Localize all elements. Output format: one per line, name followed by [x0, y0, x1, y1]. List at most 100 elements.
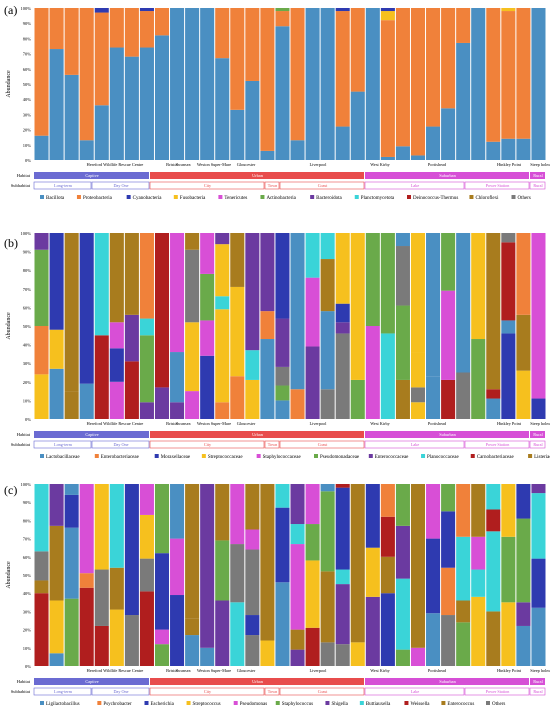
site-label: Steep holm [530, 162, 550, 167]
legend-label: Buttiauxella [366, 702, 391, 707]
y-axis-label: Abundance [6, 561, 12, 589]
bar-segment [395, 379, 410, 419]
y-tick-label: 50% [23, 324, 32, 329]
bar-segment [109, 47, 124, 160]
y-tick-label: 90% [23, 21, 32, 26]
bar-segment [305, 277, 320, 347]
legend-label: Escherichia [151, 702, 175, 707]
bar-segment [531, 233, 546, 399]
bar-segment [34, 374, 49, 419]
bar-segment [215, 600, 230, 666]
subhabitat-band [529, 181, 546, 190]
bar-segment [64, 527, 79, 599]
bar-segment [305, 8, 320, 160]
bar-segment [486, 141, 501, 160]
bar-segment [49, 8, 64, 50]
subhabitat-band [91, 440, 150, 449]
y-tick-label: 10% [23, 646, 32, 651]
bar-segment [290, 484, 305, 525]
subhabitat-band [264, 687, 280, 696]
y-tick-label: 50% [23, 82, 32, 87]
bar-segment [501, 138, 516, 160]
subhabitat-label: Rural [533, 689, 543, 694]
habitat-band [365, 678, 529, 685]
subhabitat-row-label: Subhabitat [11, 183, 31, 188]
bar-segment [109, 484, 124, 568]
bar-segment [395, 8, 410, 147]
legend-swatch [40, 701, 44, 705]
legend-label: Others [492, 702, 505, 707]
subhabitat-band [264, 440, 280, 449]
bar-segment [215, 233, 230, 245]
legend-swatch [94, 454, 99, 458]
bar-segment [305, 346, 320, 419]
y-tick-label: 80% [23, 268, 32, 273]
legend-label: Deinococcus-Thermus [413, 196, 458, 201]
bar-segment [124, 615, 139, 666]
bar-segment [79, 573, 94, 588]
legend-item: Chloroflexi [469, 195, 499, 201]
bar-segment [200, 484, 215, 648]
chart-panel-2: 0% 10% 20% 30% 40% 50% 60% 70% 80% 90% 100% Abundan… [6, 482, 550, 707]
bar-segment [245, 379, 260, 419]
legend-item: Deinococcus-Thermus [407, 195, 458, 201]
bar-segment [441, 233, 456, 291]
bar-segment [441, 511, 456, 568]
site-label: West Kirby [370, 421, 390, 426]
legend-label: Chloroflexi [475, 196, 499, 201]
habitat-band [34, 678, 149, 685]
bar-segment [154, 8, 170, 36]
site-label: Portishead [428, 162, 447, 167]
legend-label: Tenericutes [224, 196, 247, 201]
chart-panel-1: 0% 10% 20% 30% 40% 50% 60% 70% 80% 90% 100% Abundan… [6, 231, 550, 460]
bar-segment [94, 8, 109, 13]
bar-segment [170, 484, 185, 539]
bar-segment [486, 8, 501, 142]
bar-segment [426, 613, 441, 666]
subhabitat-band [464, 440, 530, 449]
bar-segment [34, 551, 49, 581]
legend-swatch [325, 701, 330, 705]
bar-segment [109, 381, 124, 419]
subhabitat-label: Rural [533, 183, 543, 188]
bar-segment [501, 11, 516, 139]
bar-segment [154, 629, 170, 645]
bar-segment [34, 233, 49, 250]
bar-segment [516, 484, 531, 519]
bar-segment [320, 311, 335, 390]
bar-segment [185, 391, 200, 419]
bar-segment [200, 647, 215, 666]
bar-segment [320, 642, 335, 666]
bar-segment [456, 372, 471, 419]
bar-segment [441, 484, 456, 512]
legend-swatch [354, 195, 359, 199]
y-tick-label: 20% [23, 128, 32, 133]
bar-segment [516, 518, 531, 603]
bar-segment [275, 8, 290, 12]
legend-label: Carnobacteriaceae [477, 455, 515, 460]
habitat-band [530, 431, 545, 438]
habitat-label: Rural [533, 173, 543, 178]
bar-segment [501, 602, 516, 666]
legend-item: Staphylococcus [275, 701, 313, 707]
habitat-row-label: Habitat [17, 432, 31, 437]
bar-segment [170, 402, 185, 419]
bar-segment [49, 600, 64, 654]
bar-segment [64, 494, 79, 528]
habitat-band [365, 431, 529, 438]
y-axis-label: Abundance [6, 312, 12, 340]
bar-segment [275, 11, 290, 27]
subhabitat-label: Power Station [486, 183, 511, 188]
bar-segment [486, 531, 501, 612]
site-label: Bristol [166, 668, 179, 673]
habitat-band [34, 431, 149, 438]
subhabitat-band [91, 181, 150, 190]
legend-swatch [511, 195, 516, 199]
bar-segment [320, 389, 335, 419]
subhabitat-label: Coast [318, 183, 328, 188]
legend-label: Staphylococcaceae [263, 455, 302, 460]
habitat-row-label: Habitat [17, 679, 31, 684]
bar-segment [275, 26, 290, 160]
bar-segment [516, 370, 531, 419]
bar-segment [79, 233, 94, 384]
